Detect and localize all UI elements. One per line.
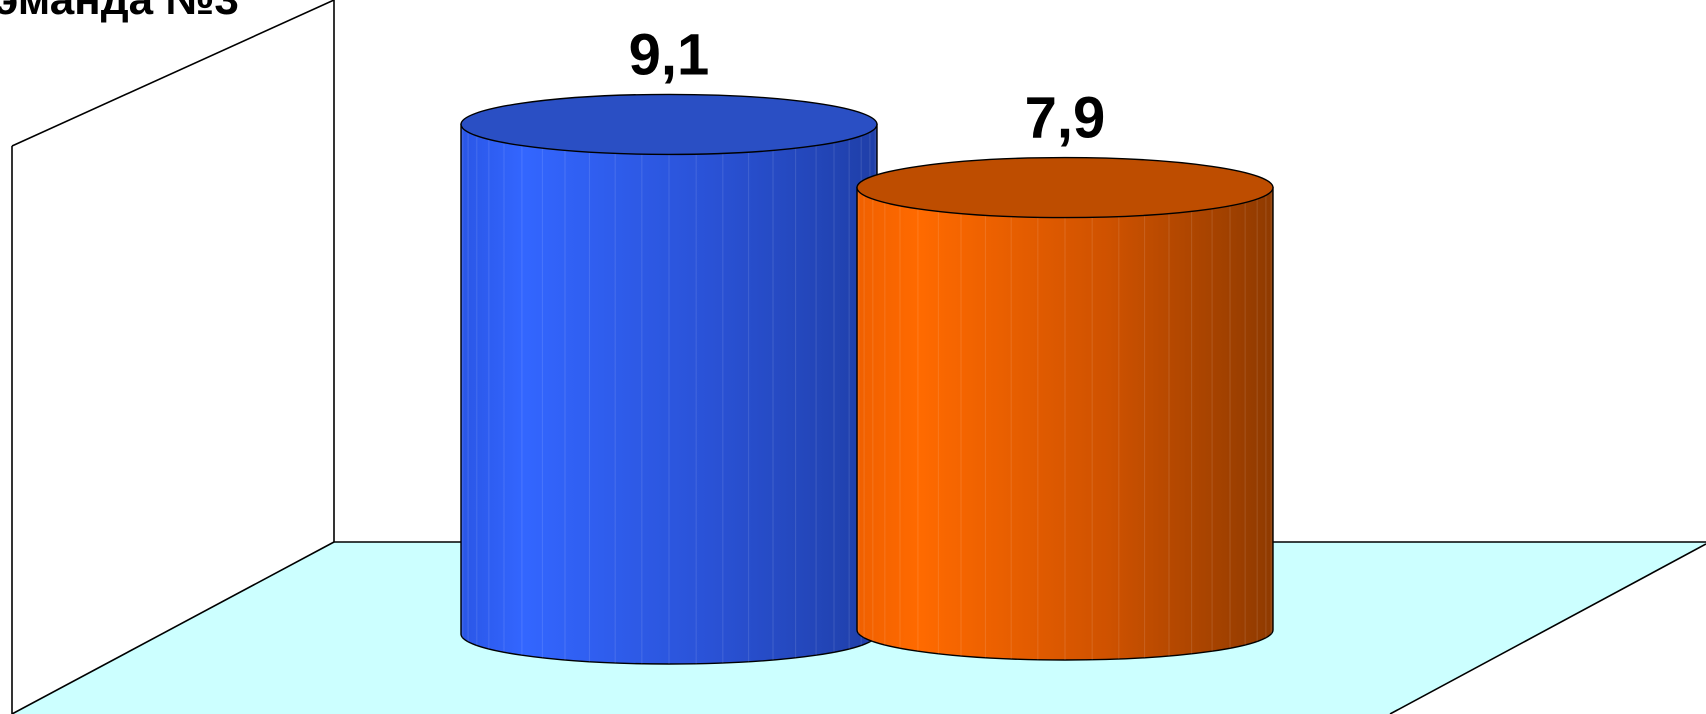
bar-1: 7,9: [856, 86, 1274, 661]
bar-1-data-label: 7,9: [1025, 86, 1106, 151]
bars-group: 9,1 7,9: [460, 22, 1274, 665]
bar-0-data-label: 9,1: [629, 22, 710, 87]
chart-title: эманда №3: [0, 0, 239, 24]
bar-1-body: [856, 186, 1274, 661]
floor-right-edge: [1389, 543, 1706, 714]
bar-1-top: [856, 156, 1274, 219]
floor-left-edge: [11, 541, 335, 714]
bar-0-top: [460, 93, 878, 156]
bar-0: 9,1: [460, 22, 878, 665]
bar-0-body: [460, 123, 878, 665]
left-wall-top-edge: [11, 0, 335, 147]
